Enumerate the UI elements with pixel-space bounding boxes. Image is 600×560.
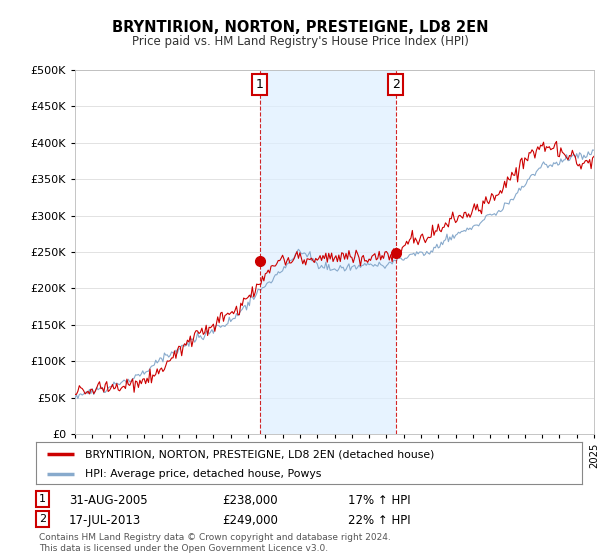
Text: BRYNTIRION, NORTON, PRESTEIGNE, LD8 2EN (detached house): BRYNTIRION, NORTON, PRESTEIGNE, LD8 2EN …	[85, 449, 434, 459]
Text: This data is licensed under the Open Government Licence v3.0.: This data is licensed under the Open Gov…	[39, 544, 328, 553]
Text: 22% ↑ HPI: 22% ↑ HPI	[348, 514, 410, 527]
Text: 1: 1	[39, 494, 46, 504]
Text: HPI: Average price, detached house, Powys: HPI: Average price, detached house, Powy…	[85, 469, 322, 479]
Text: 17% ↑ HPI: 17% ↑ HPI	[348, 494, 410, 507]
Text: 2: 2	[392, 78, 400, 91]
Text: Contains HM Land Registry data © Crown copyright and database right 2024.: Contains HM Land Registry data © Crown c…	[39, 533, 391, 542]
Text: 2: 2	[39, 514, 46, 524]
Text: 31-AUG-2005: 31-AUG-2005	[69, 494, 148, 507]
Text: 1: 1	[256, 78, 263, 91]
Text: £238,000: £238,000	[222, 494, 278, 507]
Text: £249,000: £249,000	[222, 514, 278, 527]
Bar	[260, 70, 396, 434]
Text: BRYNTIRION, NORTON, PRESTEIGNE, LD8 2EN: BRYNTIRION, NORTON, PRESTEIGNE, LD8 2EN	[112, 20, 488, 35]
Text: 17-JUL-2013: 17-JUL-2013	[69, 514, 141, 527]
Text: Price paid vs. HM Land Registry's House Price Index (HPI): Price paid vs. HM Land Registry's House …	[131, 35, 469, 48]
